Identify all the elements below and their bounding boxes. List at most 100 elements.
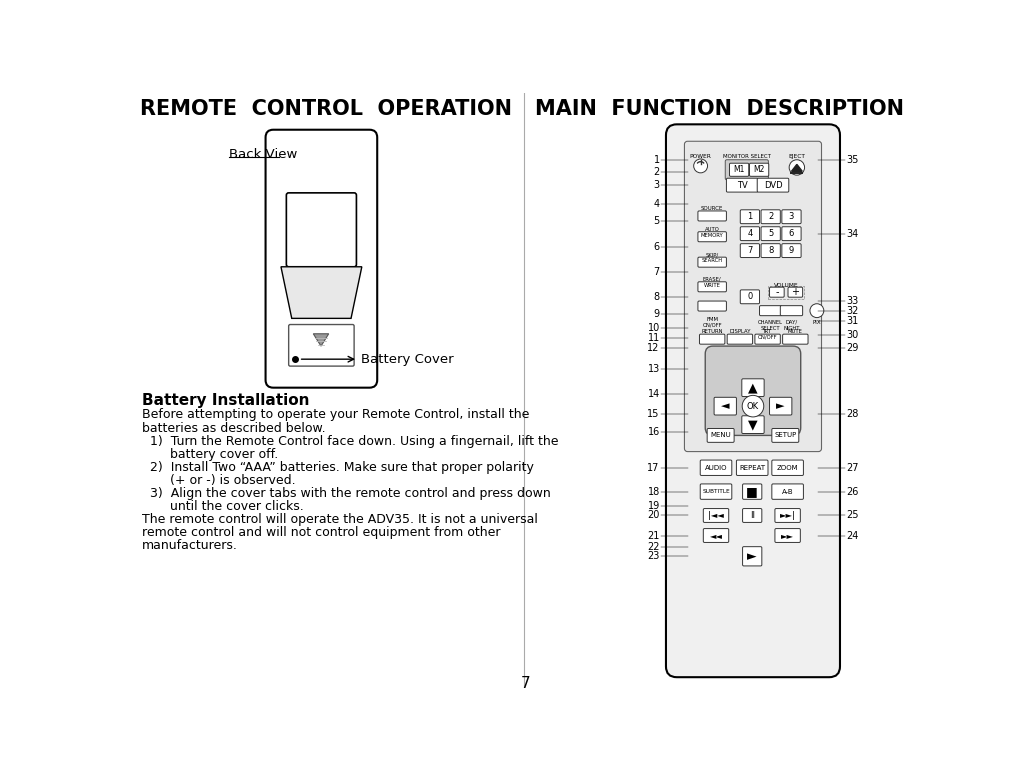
FancyBboxPatch shape [741, 226, 759, 240]
Text: REPEAT: REPEAT [739, 465, 765, 471]
Text: ■: ■ [746, 485, 758, 498]
FancyBboxPatch shape [703, 509, 728, 523]
Text: 19: 19 [647, 501, 660, 511]
Text: 12: 12 [647, 342, 660, 352]
FancyBboxPatch shape [775, 509, 800, 523]
Text: II: II [750, 511, 755, 520]
Text: M2: M2 [753, 165, 764, 174]
FancyBboxPatch shape [737, 460, 768, 475]
FancyBboxPatch shape [770, 288, 784, 297]
Text: 29: 29 [846, 342, 859, 352]
FancyBboxPatch shape [755, 334, 781, 344]
Polygon shape [791, 165, 802, 172]
Text: 2: 2 [768, 213, 774, 221]
FancyBboxPatch shape [782, 226, 801, 240]
FancyBboxPatch shape [286, 192, 356, 267]
Circle shape [810, 304, 824, 318]
FancyBboxPatch shape [729, 163, 749, 176]
Text: +: + [791, 288, 799, 297]
Text: 32: 32 [846, 305, 859, 315]
Polygon shape [313, 334, 328, 346]
FancyBboxPatch shape [707, 428, 735, 442]
FancyBboxPatch shape [761, 243, 781, 257]
Text: Back View: Back View [229, 148, 297, 162]
FancyBboxPatch shape [666, 124, 840, 677]
Text: 15: 15 [647, 409, 660, 419]
Text: 7: 7 [521, 676, 530, 691]
Text: MENU: MENU [710, 432, 731, 438]
Text: 8: 8 [768, 246, 774, 255]
Text: ►: ► [747, 550, 757, 563]
Text: 5: 5 [654, 216, 660, 226]
FancyBboxPatch shape [761, 226, 781, 240]
Text: 18: 18 [647, 487, 660, 496]
FancyBboxPatch shape [741, 209, 759, 223]
FancyBboxPatch shape [781, 305, 802, 315]
FancyBboxPatch shape [741, 290, 759, 304]
Text: 20: 20 [647, 510, 660, 520]
FancyBboxPatch shape [703, 529, 728, 543]
Text: Battery Cover: Battery Cover [361, 352, 453, 366]
Text: 34: 34 [846, 229, 859, 239]
Text: until the cover clicks.: until the cover clicks. [143, 500, 304, 513]
Text: 33: 33 [846, 295, 859, 305]
FancyBboxPatch shape [742, 416, 764, 434]
FancyBboxPatch shape [266, 130, 378, 388]
FancyBboxPatch shape [743, 547, 762, 566]
Text: AUDIO: AUDIO [705, 465, 727, 471]
Text: Before attempting to operate your Remote Control, install the: Before attempting to operate your Remote… [143, 408, 529, 421]
FancyBboxPatch shape [788, 288, 802, 297]
Text: manufacturers.: manufacturers. [143, 540, 238, 553]
Text: 31: 31 [846, 316, 859, 326]
Text: REMOTE  CONTROL  OPERATION: REMOTE CONTROL OPERATION [141, 99, 512, 119]
FancyBboxPatch shape [741, 243, 759, 257]
FancyBboxPatch shape [742, 379, 764, 397]
Text: 17: 17 [647, 463, 660, 473]
FancyBboxPatch shape [757, 179, 789, 192]
Text: ◄: ◄ [721, 401, 729, 411]
Text: 21: 21 [647, 530, 660, 540]
Text: 8: 8 [654, 292, 660, 301]
Text: CHANNEL
SELECT: CHANNEL SELECT [758, 320, 783, 331]
Text: (+ or -) is observed.: (+ or -) is observed. [143, 474, 295, 487]
Text: 11: 11 [647, 332, 660, 342]
Text: 25: 25 [846, 510, 859, 520]
Text: SKIP/
SEARCH: SKIP/ SEARCH [702, 252, 722, 263]
Text: 13: 13 [647, 364, 660, 374]
Text: ▼: ▼ [748, 418, 758, 431]
Text: remote control and will not control equipment from other: remote control and will not control equi… [143, 526, 501, 540]
Text: 4: 4 [747, 229, 752, 238]
Text: ►►|: ►►| [780, 511, 795, 520]
Text: 0: 0 [747, 292, 752, 301]
Text: EJECT: EJECT [788, 154, 805, 158]
FancyBboxPatch shape [775, 529, 800, 543]
Text: 6: 6 [654, 242, 660, 252]
Text: 2)  Install Two “AAA” batteries. Make sure that proper polarity: 2) Install Two “AAA” batteries. Make sur… [143, 461, 535, 474]
Text: MAIN  FUNCTION  DESCRIPTION: MAIN FUNCTION DESCRIPTION [536, 99, 904, 119]
Text: batteries as described below.: batteries as described below. [143, 421, 326, 434]
Text: 22: 22 [647, 542, 660, 552]
Text: DISPLAY: DISPLAY [729, 329, 751, 334]
Text: 7: 7 [747, 246, 753, 255]
Circle shape [789, 160, 804, 175]
Text: battery cover off.: battery cover off. [143, 448, 279, 461]
Text: 5: 5 [768, 229, 774, 238]
FancyBboxPatch shape [761, 209, 781, 223]
Text: 10: 10 [647, 322, 660, 332]
Text: 26: 26 [846, 487, 859, 496]
FancyBboxPatch shape [726, 179, 758, 192]
FancyBboxPatch shape [750, 163, 768, 176]
Text: 30: 30 [846, 330, 859, 340]
FancyBboxPatch shape [698, 232, 726, 242]
Text: A-B: A-B [782, 489, 793, 495]
FancyBboxPatch shape [700, 484, 732, 499]
FancyBboxPatch shape [727, 334, 753, 344]
Text: AUTO
MEMORY: AUTO MEMORY [701, 226, 723, 237]
Text: 14: 14 [647, 389, 660, 399]
Text: VOLUME: VOLUME [774, 283, 798, 288]
FancyBboxPatch shape [684, 141, 822, 451]
Text: 3)  Align the cover tabs with the remote control and press down: 3) Align the cover tabs with the remote … [143, 487, 551, 500]
Text: 24: 24 [846, 530, 859, 540]
Text: Battery Installation: Battery Installation [143, 393, 310, 408]
Text: ►: ► [777, 401, 785, 411]
